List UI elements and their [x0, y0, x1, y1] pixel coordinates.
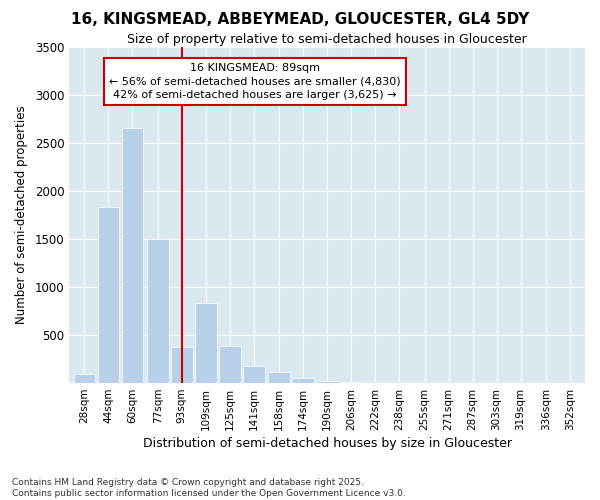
Bar [195, 304, 217, 383]
Bar [122, 128, 143, 383]
Text: 16, KINGSMEAD, ABBEYMEAD, GLOUCESTER, GL4 5DY: 16, KINGSMEAD, ABBEYMEAD, GLOUCESTER, GL… [71, 12, 529, 28]
Text: 16 KINGSMEAD: 89sqm
← 56% of semi-detached houses are smaller (4,830)
42% of sem: 16 KINGSMEAD: 89sqm ← 56% of semi-detach… [109, 64, 401, 100]
Bar [98, 207, 119, 383]
Bar [171, 346, 193, 383]
Bar [74, 374, 95, 383]
Title: Size of property relative to semi-detached houses in Gloucester: Size of property relative to semi-detach… [127, 32, 527, 46]
Bar [243, 366, 265, 383]
Text: Contains HM Land Registry data © Crown copyright and database right 2025.
Contai: Contains HM Land Registry data © Crown c… [12, 478, 406, 498]
Bar [340, 382, 362, 383]
Bar [147, 239, 169, 383]
Y-axis label: Number of semi-detached properties: Number of semi-detached properties [15, 106, 28, 324]
Bar [292, 378, 314, 383]
Bar [219, 346, 241, 383]
X-axis label: Distribution of semi-detached houses by size in Gloucester: Distribution of semi-detached houses by … [143, 437, 512, 450]
Bar [268, 372, 290, 383]
Bar [316, 381, 338, 383]
